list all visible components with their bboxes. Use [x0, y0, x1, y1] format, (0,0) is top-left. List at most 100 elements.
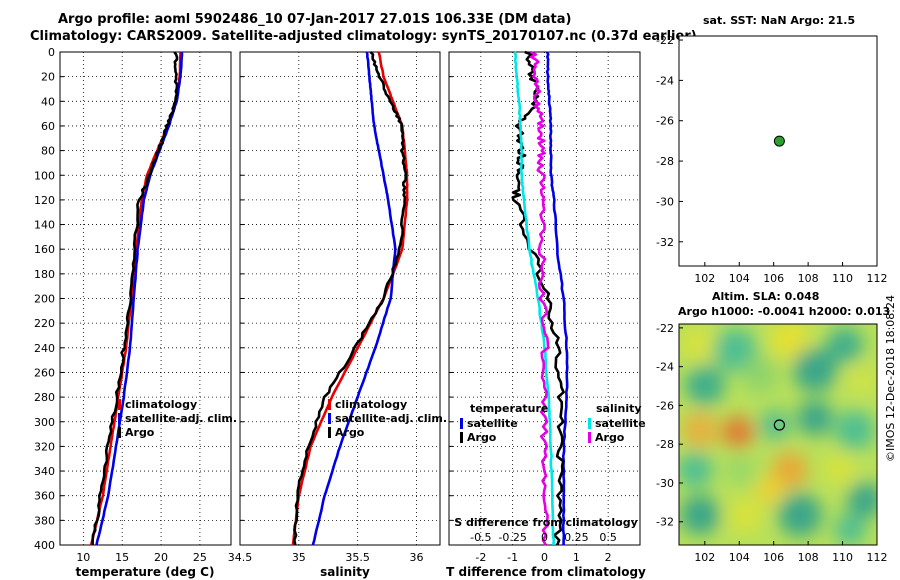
sla-blob	[727, 497, 763, 533]
temperature-profile-xlabel: temperature (deg C)	[76, 565, 215, 579]
sla-heatmap-field	[679, 324, 877, 545]
salinity-profile-series-climatology	[291, 51, 409, 546]
depth-tick-label: 400	[34, 539, 55, 552]
sla-blob	[824, 454, 856, 486]
sla-map-ytick-label: -24	[656, 361, 674, 374]
temperature-profile-xtick-label: 15	[115, 551, 129, 564]
temperature-profile-xtick-label: 20	[154, 551, 168, 564]
sla-map-xtick-label: 112	[867, 551, 888, 564]
salinity-profile-legend-swatch	[328, 413, 331, 424]
temperature-profile-legend-swatch	[118, 413, 121, 424]
sla-argo-location	[773, 419, 785, 431]
sla-map-xtick-label: 106	[763, 551, 784, 564]
sla-map-xtick-label: 102	[694, 551, 715, 564]
figure-title-line1: Argo profile: aoml 5902486_10 07-Jan-201…	[58, 12, 572, 27]
sal-legend-swatch	[588, 432, 591, 443]
depth-tick-label: 380	[34, 514, 55, 527]
sla-blob	[679, 452, 713, 488]
sal-diff-tick-label: 0.25	[564, 531, 589, 544]
temp-legend-label: Argo	[467, 431, 497, 444]
temperature-profile-series-argo	[91, 51, 179, 546]
depth-tick-label: 340	[34, 465, 55, 478]
sla-blob	[722, 416, 754, 448]
salinity-profile-legend-label: climatology	[335, 398, 407, 411]
figure-title-line2: Climatology: CARS2009. Satellite-adjuste…	[30, 29, 697, 44]
difference-profile-xtick-label: 1	[573, 551, 580, 564]
sla-blob	[770, 324, 810, 360]
depth-tick-label: 80	[41, 145, 55, 158]
sla-map-ytick-label: -28	[656, 438, 674, 451]
sst-map-xtick-label: 112	[867, 272, 888, 285]
depth-tick-label: 0	[48, 46, 55, 59]
temperature-profile-xtick-label: 25	[193, 551, 207, 564]
sla-map-ytick-label: -30	[656, 477, 674, 490]
depth-tick-label: 120	[34, 194, 55, 207]
depth-tick-label: 40	[41, 95, 55, 108]
salinity-profile-xtick-label: 34.5	[228, 551, 253, 564]
sal-diff-tick-label: 0.5	[599, 531, 617, 544]
sal-legend-title: salinity	[596, 402, 642, 415]
sst-map-xtick-label: 102	[694, 272, 715, 285]
depth-tick-label: 240	[34, 342, 55, 355]
depth-tick-label: 160	[34, 243, 55, 256]
temperature-profile-legend-swatch	[118, 399, 121, 410]
salinity-profile-series-satellite-adj-clim-	[311, 51, 397, 546]
depth-tick-label: 320	[34, 440, 55, 453]
sst-map-title: sat. SST: NaN Argo: 21.5	[703, 14, 856, 27]
difference-profile-xtick-label: 2	[605, 551, 612, 564]
sst-map-xtick-label: 104	[729, 272, 750, 285]
difference-profile-series-salinity-satellite	[513, 51, 556, 546]
difference-profile-xlabel: T difference from climatology	[446, 565, 646, 579]
sla-blob	[713, 328, 757, 372]
sla-map-xtick-label: 108	[798, 551, 819, 564]
depth-tick-label: 20	[41, 71, 55, 84]
sla-blob	[834, 514, 866, 545]
depth-tick-label: 280	[34, 391, 55, 404]
temperature-profile-legend-label: Argo	[125, 426, 155, 439]
salinity-profile-legend-swatch	[328, 399, 331, 410]
difference-profile-axes-box	[448, 51, 641, 546]
depth-tick-label: 60	[41, 120, 55, 133]
depth-tick-label: 140	[34, 219, 55, 232]
sst-argo-location	[773, 135, 785, 147]
sal-diff-tick-label: 0	[541, 531, 548, 544]
temp-legend-swatch	[460, 418, 463, 429]
sst-map-box	[678, 35, 878, 267]
depth-tick-label: 200	[34, 293, 55, 306]
sla-map-box	[678, 323, 878, 546]
sal-diff-tick-label: -0.5	[470, 531, 491, 544]
salinity-profile-legend-label: Argo	[335, 426, 365, 439]
sst-map-ytick-label: -26	[656, 115, 674, 128]
difference-profile-xtick-label: -1	[507, 551, 518, 564]
depth-tick-label: 220	[34, 317, 55, 330]
temperature-profile-xtick-label: 10	[76, 551, 90, 564]
sla-title-line2: Argo h1000: -0.0041 h2000: 0.013	[678, 305, 891, 318]
temperature-profile-legend-swatch	[118, 427, 121, 438]
sla-map-xtick-label: 104	[729, 551, 750, 564]
sla-blob	[759, 409, 791, 441]
sla-blob	[778, 493, 822, 537]
sal-legend-swatch	[588, 418, 591, 429]
depth-tick-label: 360	[34, 490, 55, 503]
sst-map-xtick-label: 106	[763, 272, 784, 285]
temperature-profile-axes-box	[59, 51, 232, 546]
sla-blob	[742, 357, 778, 393]
sla-blob	[772, 452, 808, 488]
sla-blob	[685, 365, 725, 405]
salinity-profile-series-argo	[292, 51, 408, 546]
sla-blob	[846, 364, 877, 396]
sla-blob	[847, 482, 877, 518]
salinity-profile-xtick-label: 35	[292, 551, 306, 564]
difference-profile-series-temperature-satellite	[545, 51, 569, 545]
sla-heatmap-blobs	[679, 324, 877, 545]
sla-blob	[756, 476, 784, 504]
temp-legend-title: temperature	[470, 402, 548, 415]
sla-blob	[724, 454, 756, 486]
sst-map-ytick-label: -30	[656, 195, 674, 208]
depth-tick-label: 260	[34, 366, 55, 379]
sst-map-ytick-label: -32	[656, 236, 674, 249]
temperature-profile-legend-label: climatology	[125, 398, 197, 411]
sst-map-ytick-label: -22	[656, 34, 674, 47]
